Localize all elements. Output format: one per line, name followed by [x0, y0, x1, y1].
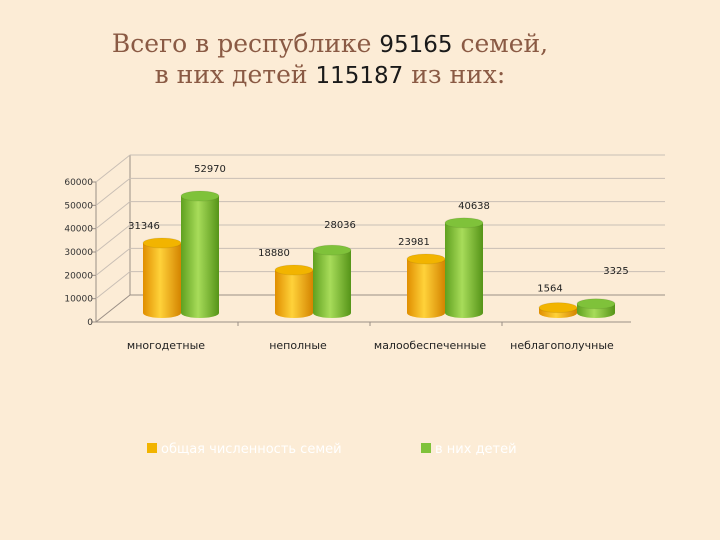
title-line-1-suffix: семей,	[452, 29, 549, 58]
legend-swatch	[421, 443, 431, 453]
bar-top	[312, 244, 352, 256]
data-label: 18880	[258, 248, 290, 259]
data-label: 1564	[537, 284, 562, 295]
y-tick-label: 40000	[64, 225, 93, 235]
gridline-side	[95, 271, 131, 300]
legend-label: общая численность семей	[161, 442, 342, 457]
bar-children-2	[312, 244, 352, 318]
data-label: 3325	[603, 266, 628, 277]
bar-children-3	[444, 217, 484, 318]
data-label: 40638	[458, 201, 490, 212]
bar-families-4	[538, 302, 578, 318]
title-line-2-suffix: из них:	[403, 60, 506, 89]
bar-top	[180, 190, 220, 202]
data-label: 23981	[398, 237, 430, 248]
title-line-1-prefix: Всего в республике	[111, 29, 380, 58]
title-line-1-number: 95165	[379, 32, 453, 58]
bar-top	[444, 217, 484, 229]
gridline-side	[95, 224, 131, 253]
bar-top	[142, 237, 182, 249]
bar-families-3	[406, 253, 446, 318]
data-label: 52970	[194, 164, 226, 175]
title-line-2: в них детей 115187 из них:	[0, 58, 660, 93]
y-tick-label: 30000	[64, 248, 93, 258]
x-tick-label: многодетные	[127, 339, 205, 352]
bar-body	[143, 242, 181, 318]
bar-top	[274, 264, 314, 276]
title-line-2-prefix: в них детей	[154, 60, 316, 89]
bar-body	[275, 270, 313, 318]
bar-children-4	[576, 298, 616, 318]
legend-item-2: в них детей	[421, 442, 517, 457]
data-label: 28036	[324, 220, 356, 231]
bar-families-2	[274, 264, 314, 318]
legend-label: в них детей	[435, 442, 517, 457]
y-tick-label: 10000	[64, 295, 93, 305]
bar-families-1	[142, 237, 182, 318]
chart-axes	[92, 154, 665, 326]
legend-item-1: общая численность семей	[147, 442, 342, 457]
bar-body	[445, 222, 483, 318]
bar-top	[576, 298, 616, 310]
legend-swatch	[147, 443, 157, 453]
floor-side-line	[95, 294, 131, 323]
y-tick-label: 60000	[64, 178, 93, 188]
y-tick-label: 50000	[64, 201, 93, 211]
gridline-side	[95, 247, 131, 276]
bar-top	[538, 302, 578, 314]
x-tick-label: неблагополучные	[510, 339, 614, 352]
bar-children-1	[180, 190, 220, 318]
x-tick-label: неполные	[269, 339, 327, 352]
y-tick-label: 0	[87, 318, 93, 328]
title-line-2-number: 115187	[315, 63, 404, 89]
gridline-side	[95, 201, 131, 230]
y-tick-label: 20000	[64, 271, 93, 281]
chart-bars	[142, 190, 616, 318]
title-line-1: Всего в республике 95165 семей,	[0, 27, 660, 62]
bar-top	[406, 253, 446, 265]
gridline-side	[95, 154, 131, 183]
chart-legend: общая численность семей в них детей	[147, 442, 517, 457]
bar-body	[313, 250, 351, 318]
bar-body	[181, 196, 219, 318]
bar-body	[407, 258, 445, 318]
x-tick-label: малообеспеченные	[374, 339, 486, 352]
chart-labels: 0 10000 20000 30000 40000 50000 60000 31346 5297…	[64, 164, 628, 352]
gridline-side	[95, 177, 131, 206]
data-label: 31346	[128, 221, 160, 232]
